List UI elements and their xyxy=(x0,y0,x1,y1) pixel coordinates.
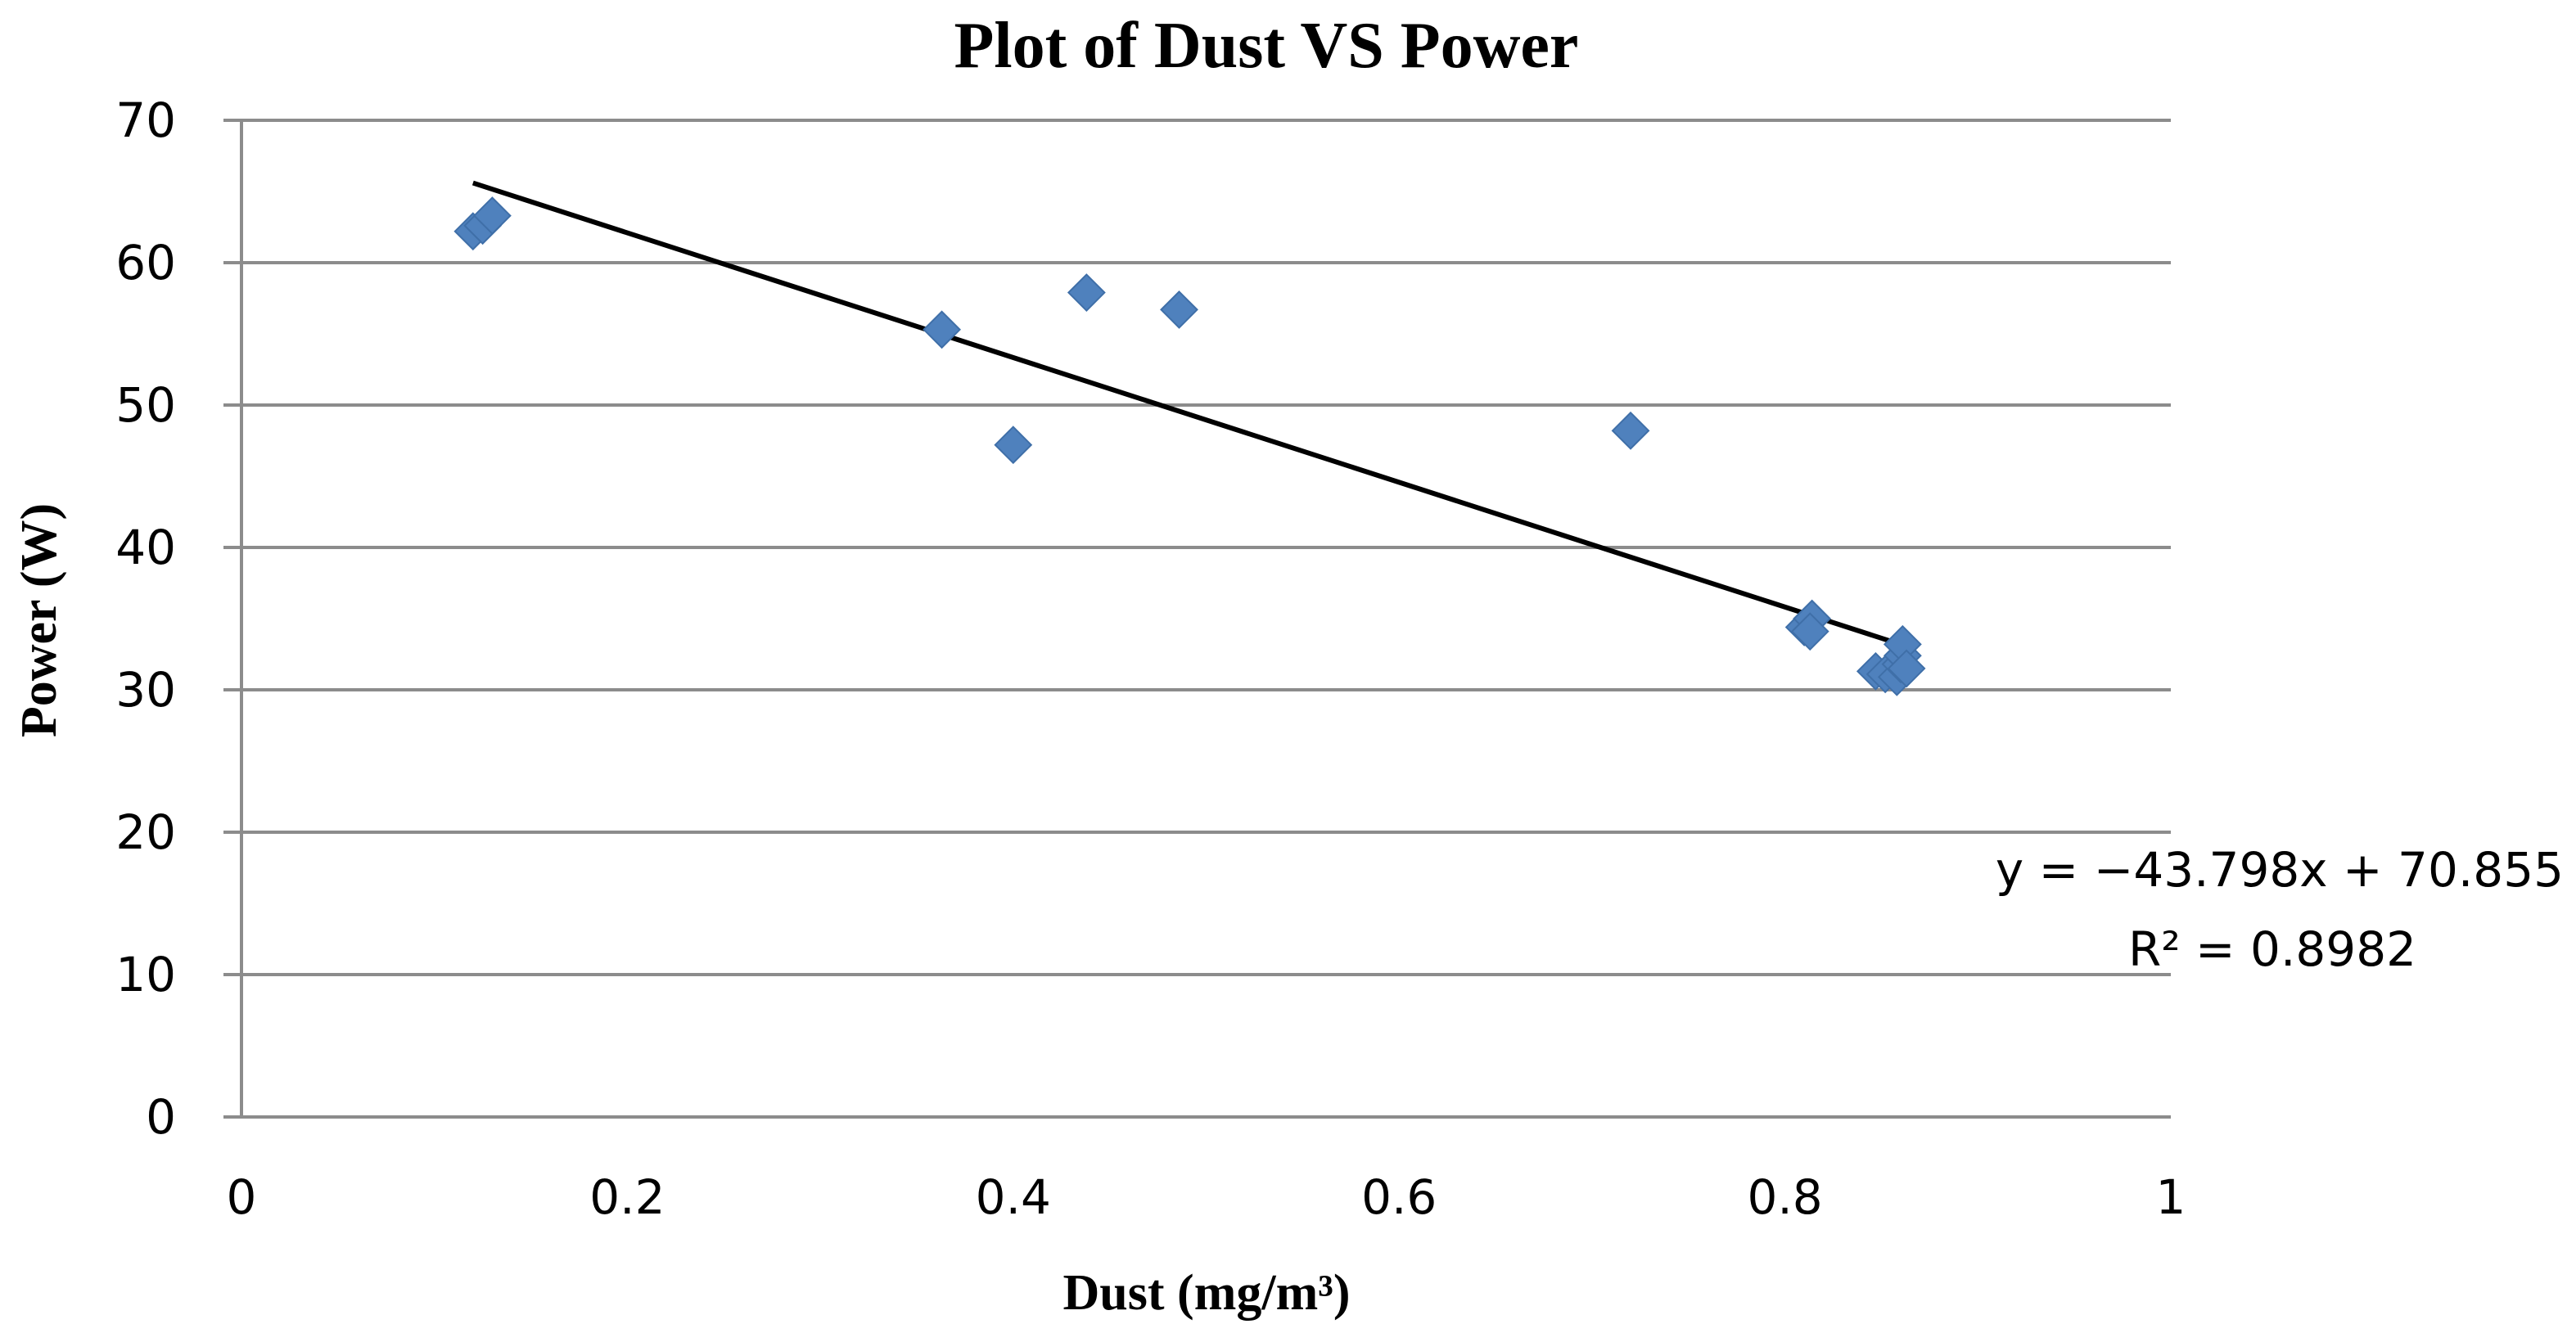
y-tick-label: 40 xyxy=(115,520,176,575)
data-point xyxy=(923,310,962,349)
tick-labels: 0 10 20 30 40 50 60 70 0 0.2 0.4 0.6 0.8 1 xyxy=(115,92,2186,1225)
x-tick-label: 0.2 xyxy=(589,1169,665,1225)
data-point xyxy=(472,196,512,235)
trendline xyxy=(471,180,1911,651)
trendline-r-squared: R² = 0.8982 xyxy=(2128,921,2416,977)
data-point xyxy=(1611,411,1650,450)
data-point xyxy=(1067,273,1106,312)
data-points xyxy=(453,196,1926,696)
y-tick-label: 50 xyxy=(115,377,176,433)
x-tick-label: 1 xyxy=(2156,1169,2186,1225)
trendline-group xyxy=(471,180,1911,651)
y-tick-label: 20 xyxy=(115,804,176,860)
data-point xyxy=(1887,649,1926,688)
x-axis-title: Dust (mg/m³) xyxy=(1063,1265,1351,1321)
data-point xyxy=(994,426,1033,465)
x-tick-label: 0.8 xyxy=(1747,1169,1822,1225)
axes xyxy=(223,119,2171,1119)
chart-title: Plot of Dust VS Power xyxy=(954,10,1579,82)
y-tick-label: 0 xyxy=(146,1089,176,1145)
y-axis-title: Power (W) xyxy=(11,503,67,737)
x-tick-label: 0.6 xyxy=(1361,1169,1437,1225)
trendline-equation: y = −43.798x + 70.855 xyxy=(1996,842,2564,898)
data-point xyxy=(1790,612,1829,651)
y-tick-label: 70 xyxy=(115,92,176,148)
data-point xyxy=(1160,290,1198,329)
y-tick-label: 30 xyxy=(115,662,176,718)
y-tick-label: 10 xyxy=(115,947,176,1002)
y-tick-label: 60 xyxy=(115,235,176,290)
gridlines xyxy=(241,119,2171,976)
x-tick-label: 0 xyxy=(227,1169,257,1225)
x-tick-label: 0.4 xyxy=(976,1169,1051,1225)
